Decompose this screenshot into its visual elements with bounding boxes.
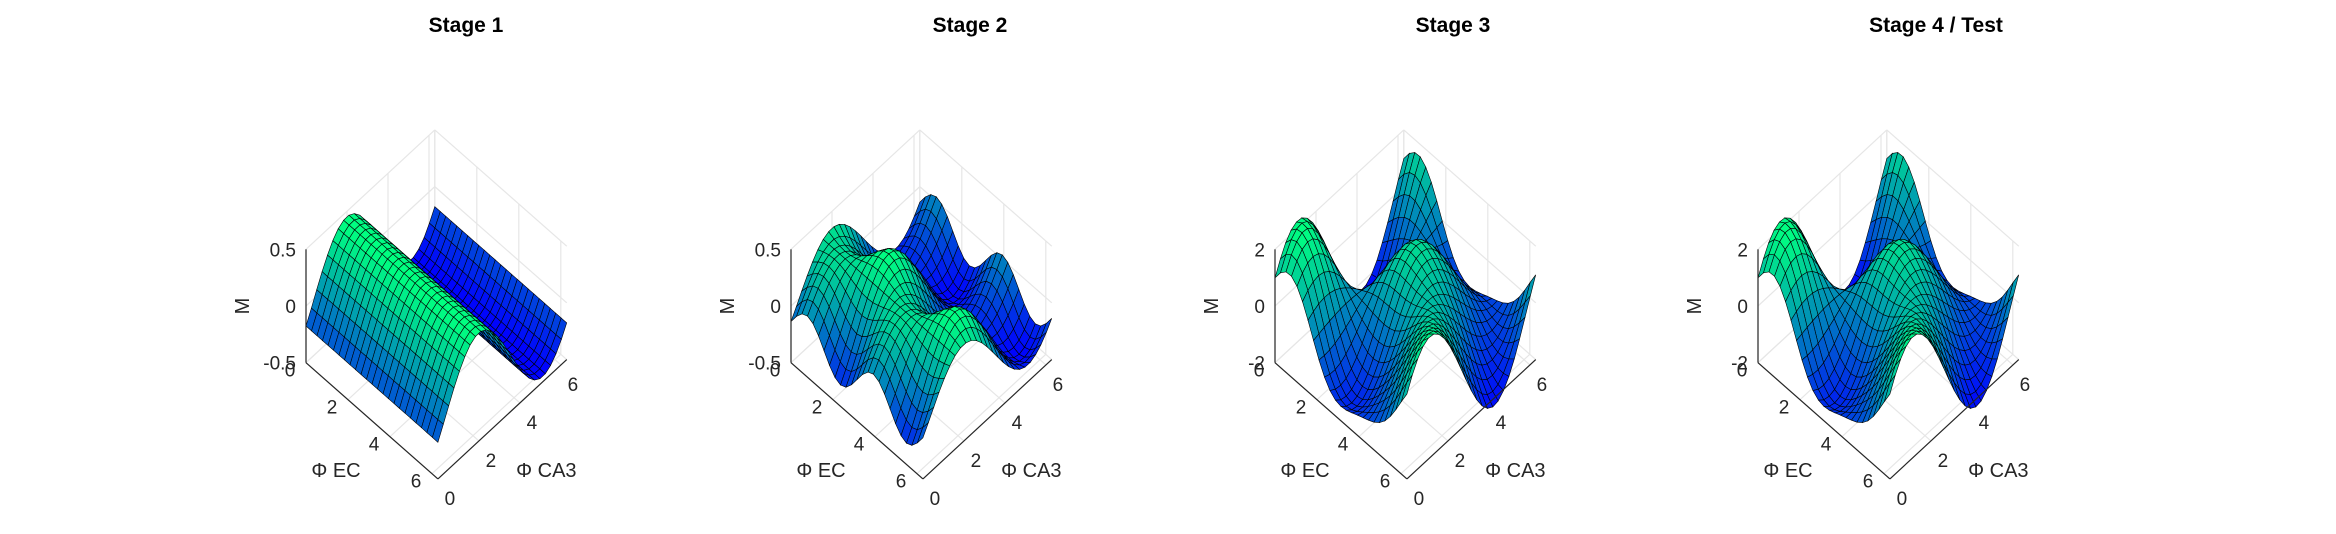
z-tick-label: -0.5 [263, 354, 296, 375]
y-tick-label: 2 [971, 451, 982, 472]
z-tick-label: 2 [1737, 240, 1748, 261]
grid-line [1886, 129, 2020, 247]
y-tick-label: 0 [445, 489, 456, 510]
z-tick-label: -0.5 [748, 354, 781, 375]
y-tick-label: 0 [1897, 489, 1908, 510]
x-tick-label: 6 [1380, 472, 1391, 493]
y-tick-label: 6 [568, 375, 579, 396]
y-axis-line [1889, 359, 2020, 480]
x-axis-line [305, 362, 439, 480]
y-axis-label: Φ CA3 [516, 460, 576, 482]
y-axis-label: Φ CA3 [1001, 460, 1061, 482]
x-tick-label: 6 [411, 472, 422, 493]
y-tick-label: 4 [1496, 413, 1507, 434]
x-tick-label: 0 [770, 361, 781, 382]
x-tick-label: 4 [369, 435, 380, 456]
x-axis-label: Φ EC [1280, 460, 1329, 482]
y-axis-label: Φ CA3 [1968, 460, 2028, 482]
y-tick-label: 6 [2020, 375, 2031, 396]
y-tick-label: 4 [527, 413, 538, 434]
z-tick-label: -2 [1731, 354, 1748, 375]
surface-patch [917, 421, 929, 444]
x-tick-label: 0 [1254, 361, 1265, 382]
z-tick-label: 0 [285, 297, 296, 318]
z-tick-label: -2 [1248, 354, 1265, 375]
y-tick-label: 2 [1938, 451, 1949, 472]
z-axis-label: M [1201, 298, 1223, 315]
y-axis-line [437, 359, 568, 480]
chart-title: Stage 4 / Test [1869, 14, 2003, 37]
surface [790, 194, 1052, 446]
grid-line [790, 129, 921, 250]
y-tick-label: 0 [1414, 489, 1425, 510]
surface-patch [432, 418, 444, 443]
z-axis-label: M [717, 298, 739, 315]
surface-patch [1884, 374, 1896, 402]
y-axis-label: Φ CA3 [1485, 460, 1545, 482]
grid-line [1757, 186, 1888, 307]
surface-patch [1401, 374, 1413, 402]
z-axis-label: M [1684, 298, 1706, 315]
y-tick-label: 2 [1455, 451, 1466, 472]
grid-line [434, 186, 568, 304]
grid-line [916, 353, 1047, 475]
surface [1757, 151, 2019, 424]
z-tick-label: 0.5 [270, 240, 296, 261]
grid-line [919, 129, 1053, 247]
grid-line [1403, 129, 1537, 247]
grid-line [305, 129, 436, 250]
chart-title: Stage 2 [933, 14, 1008, 37]
x-tick-label: 0 [285, 361, 296, 382]
y-tick-label: 6 [1053, 375, 1064, 396]
x-tick-label: 0 [1737, 361, 1748, 382]
y-tick-label: 6 [1537, 375, 1548, 396]
y-tick-label: 4 [1979, 413, 1990, 434]
y-tick-label: 2 [486, 451, 497, 472]
grid-line [434, 129, 568, 247]
x-axis-line [1274, 362, 1408, 480]
x-tick-label: 4 [1338, 435, 1349, 456]
x-tick-label: 2 [1296, 398, 1307, 419]
x-axis-line [1757, 362, 1891, 480]
x-axis-label: Φ EC [311, 460, 360, 482]
z-tick-label: 0 [1254, 297, 1265, 318]
z-tick-label: 2 [1254, 240, 1265, 261]
z-tick-label: 0 [1737, 297, 1748, 318]
z-axis-label: M [232, 298, 254, 315]
y-axis-line [922, 359, 1053, 480]
x-tick-label: 2 [327, 398, 338, 419]
surface [305, 206, 568, 443]
chart-title: Stage 3 [1416, 14, 1491, 37]
z-tick-label: 0 [770, 297, 781, 318]
grid-line [1274, 186, 1405, 307]
y-tick-label: 4 [1012, 413, 1023, 434]
x-tick-label: 2 [812, 398, 823, 419]
x-axis-label: Φ EC [1763, 460, 1812, 482]
y-axis-line [1406, 359, 1537, 480]
surface [1274, 151, 1536, 424]
x-tick-label: 4 [1821, 435, 1832, 456]
y-tick-label: 0 [930, 489, 941, 510]
x-tick-label: 6 [896, 472, 907, 493]
x-tick-label: 6 [1863, 472, 1874, 493]
chart-title: Stage 1 [429, 14, 504, 37]
x-tick-label: 4 [854, 435, 865, 456]
z-tick-label: 0.5 [755, 240, 781, 261]
x-tick-label: 2 [1779, 398, 1790, 419]
x-axis-line [790, 362, 924, 480]
x-axis-label: Φ EC [796, 460, 845, 482]
